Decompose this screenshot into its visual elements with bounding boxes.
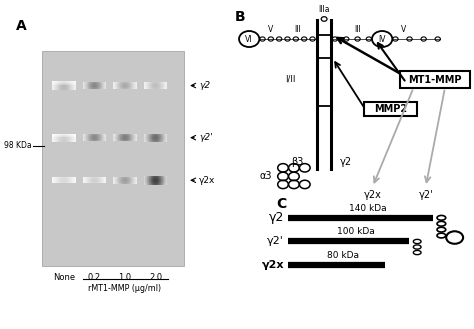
Bar <box>42 51 184 266</box>
Text: 100 kDa: 100 kDa <box>337 227 374 236</box>
Text: 1.0: 1.0 <box>118 273 132 283</box>
Text: C: C <box>276 197 286 211</box>
Text: V: V <box>401 25 407 34</box>
Text: 2.0: 2.0 <box>149 273 162 283</box>
Text: β3: β3 <box>292 157 304 167</box>
Text: γ2x: γ2x <box>262 260 284 270</box>
Text: VI: VI <box>246 35 253 43</box>
Text: γ2: γ2 <box>269 211 284 224</box>
Text: MT1-MMP: MT1-MMP <box>409 75 462 85</box>
Text: 98 KDa: 98 KDa <box>4 141 31 150</box>
Text: 140 kDa: 140 kDa <box>349 204 386 213</box>
Text: γ2': γ2' <box>199 133 213 142</box>
Text: γ2x: γ2x <box>199 176 216 185</box>
Text: 0.2: 0.2 <box>88 273 101 283</box>
Text: 80 kDa: 80 kDa <box>328 251 359 260</box>
Text: IV: IV <box>378 35 386 43</box>
Text: III: III <box>294 25 301 34</box>
Text: B: B <box>235 11 246 24</box>
Text: γ2: γ2 <box>340 157 352 167</box>
Text: γ2x: γ2x <box>364 190 382 200</box>
Text: γ2: γ2 <box>199 81 210 90</box>
Text: α3: α3 <box>260 171 273 181</box>
Text: None: None <box>53 273 75 283</box>
Text: MMP2: MMP2 <box>374 104 407 114</box>
FancyBboxPatch shape <box>400 71 470 88</box>
Text: A: A <box>16 19 27 33</box>
FancyBboxPatch shape <box>364 102 417 116</box>
Text: V: V <box>268 25 273 34</box>
Text: IIIa: IIIa <box>319 5 330 14</box>
Text: rMT1-MMP (μg/ml): rMT1-MMP (μg/ml) <box>89 284 162 293</box>
Text: III: III <box>355 25 361 34</box>
Text: I/II: I/II <box>285 75 295 84</box>
Text: γ2': γ2' <box>419 190 433 200</box>
Text: γ2': γ2' <box>267 237 284 246</box>
